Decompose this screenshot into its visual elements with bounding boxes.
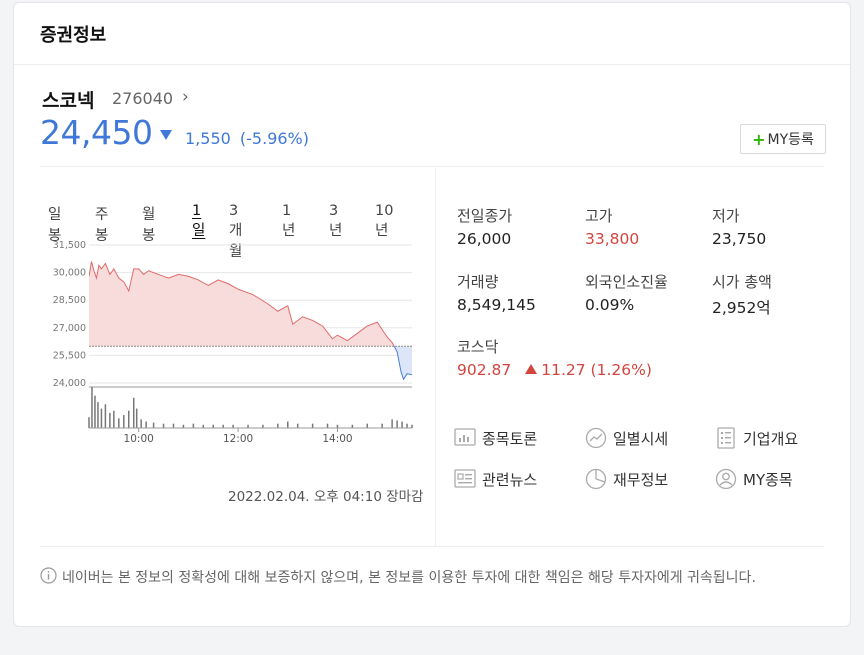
- news-icon: [454, 469, 476, 488]
- link-label: 재무정보: [613, 470, 669, 489]
- section-title: 증권정보: [40, 25, 107, 46]
- tab-1[interactable]: 주봉: [95, 207, 109, 244]
- divider: [14, 64, 850, 65]
- link-my-stock[interactable]: MY종목: [715, 468, 793, 490]
- tab-6[interactable]: 3년: [329, 203, 343, 239]
- tab-2[interactable]: 월봉: [142, 207, 156, 244]
- stat-item: 시가 총액 2,952억: [712, 271, 842, 318]
- stat-value: 8,549,145: [457, 296, 536, 314]
- price-line-above: [89, 261, 395, 347]
- stat-label: 고가: [585, 207, 613, 225]
- stat-label: 거래량: [457, 273, 499, 291]
- stat-item: 거래량 8,549,145: [457, 271, 587, 314]
- link-news[interactable]: 관련뉴스: [454, 468, 537, 490]
- stat-item: 고가 33,800: [585, 205, 715, 248]
- x-tick-label: 14:00: [322, 433, 352, 445]
- stat-item: 저가 23,750: [712, 205, 842, 248]
- stock-info-card: 증권정보 스코넥 276040 › 24,450 1,550 (-5.96%) …: [13, 2, 851, 627]
- stock-code[interactable]: 276040: [112, 89, 174, 108]
- link-label: MY종목: [743, 470, 793, 489]
- y-tick-label: 30,000: [53, 268, 86, 279]
- info-icon: [40, 567, 57, 584]
- vertical-divider: [435, 168, 436, 546]
- chevron-right-icon[interactable]: ›: [182, 87, 189, 107]
- stat-label: 시가 총액: [712, 273, 772, 291]
- stat-item: 코스닥 902.87 11.27 (1.26%): [457, 336, 717, 379]
- change-amount: 1,550: [185, 129, 231, 148]
- price-area-above: [89, 261, 395, 347]
- link-label: 기업개요: [743, 429, 799, 448]
- discussion-icon: [454, 428, 476, 446]
- x-tick-label: 12:00: [223, 433, 253, 445]
- stat-label: 코스닥: [457, 338, 499, 356]
- divider: [40, 166, 824, 167]
- plus-icon: +: [752, 129, 766, 149]
- my-register-button[interactable]: + MY등록: [740, 124, 826, 154]
- link-label: 종목토론: [482, 429, 538, 448]
- divider: [40, 546, 824, 547]
- stat-value: 23,750: [712, 230, 767, 248]
- stat-item: 외국인소진율 0.09%: [585, 271, 715, 314]
- link-company-info[interactable]: 기업개요: [715, 427, 798, 449]
- stat-value: 2,952억: [712, 299, 771, 317]
- my-stock-icon: [715, 468, 737, 490]
- daily-price-icon: [585, 427, 607, 449]
- change-percent: (-5.96%): [239, 129, 309, 148]
- link-label: 관련뉴스: [482, 470, 538, 489]
- tab-7[interactable]: 10년: [375, 203, 394, 239]
- stat-value: 26,000: [457, 230, 512, 248]
- link-financial[interactable]: 재무정보: [585, 468, 668, 490]
- stat-value: 0.09%: [585, 296, 635, 314]
- price-change: 1,550 (-5.96%): [185, 129, 309, 148]
- tab-3[interactable]: 1일: [192, 203, 206, 239]
- kosdaq-change-value: 11.27 (1.26%): [541, 361, 652, 379]
- link-daily-price[interactable]: 일별시세: [585, 427, 668, 449]
- link-label: 일별시세: [613, 429, 669, 448]
- current-price: 24,450: [40, 113, 153, 152]
- company-info-icon: [717, 427, 735, 449]
- tab-5[interactable]: 1년: [282, 203, 296, 239]
- stat-label: 전일종가: [457, 207, 513, 225]
- stat-label: 저가: [712, 207, 740, 225]
- financial-icon: [585, 468, 607, 490]
- y-tick-label: 31,500: [53, 240, 86, 251]
- intraday-chart: 31,500 30,000 28,500 27,000 25,500 24,000 10:0…: [53, 240, 413, 445]
- tab-4[interactable]: 3개월: [229, 203, 243, 260]
- x-tick-label: 10:00: [124, 433, 154, 445]
- link-discussion[interactable]: 종목토론: [454, 427, 537, 449]
- stat-label: 외국인소진율: [585, 273, 668, 291]
- my-register-label: MY등록: [767, 132, 814, 148]
- tab-0[interactable]: 일봉: [48, 207, 62, 244]
- y-tick-label: 27,000: [53, 323, 86, 334]
- y-tick-label: 25,500: [53, 350, 86, 361]
- kosdaq-change: 11.27 (1.26%): [525, 361, 652, 379]
- y-tick-label: 28,500: [53, 295, 86, 306]
- stat-value: 902.87 11.27 (1.26%): [457, 361, 652, 379]
- stat-item: 전일종가 26,000: [457, 205, 587, 248]
- y-tick-label: 24,000: [53, 378, 86, 389]
- stat-value: 33,800: [585, 230, 640, 248]
- down-arrow-icon: [160, 130, 172, 140]
- market-timestamp: 2022.02.04. 오후 04:10 장마감: [228, 489, 424, 505]
- disclaimer-text: 네이버는 본 정보의 정확성에 대해 보증하지 않으며, 본 정보를 이용한 투…: [62, 570, 756, 586]
- stock-name[interactable]: 스코넥: [42, 90, 95, 112]
- up-arrow-icon: [525, 364, 538, 374]
